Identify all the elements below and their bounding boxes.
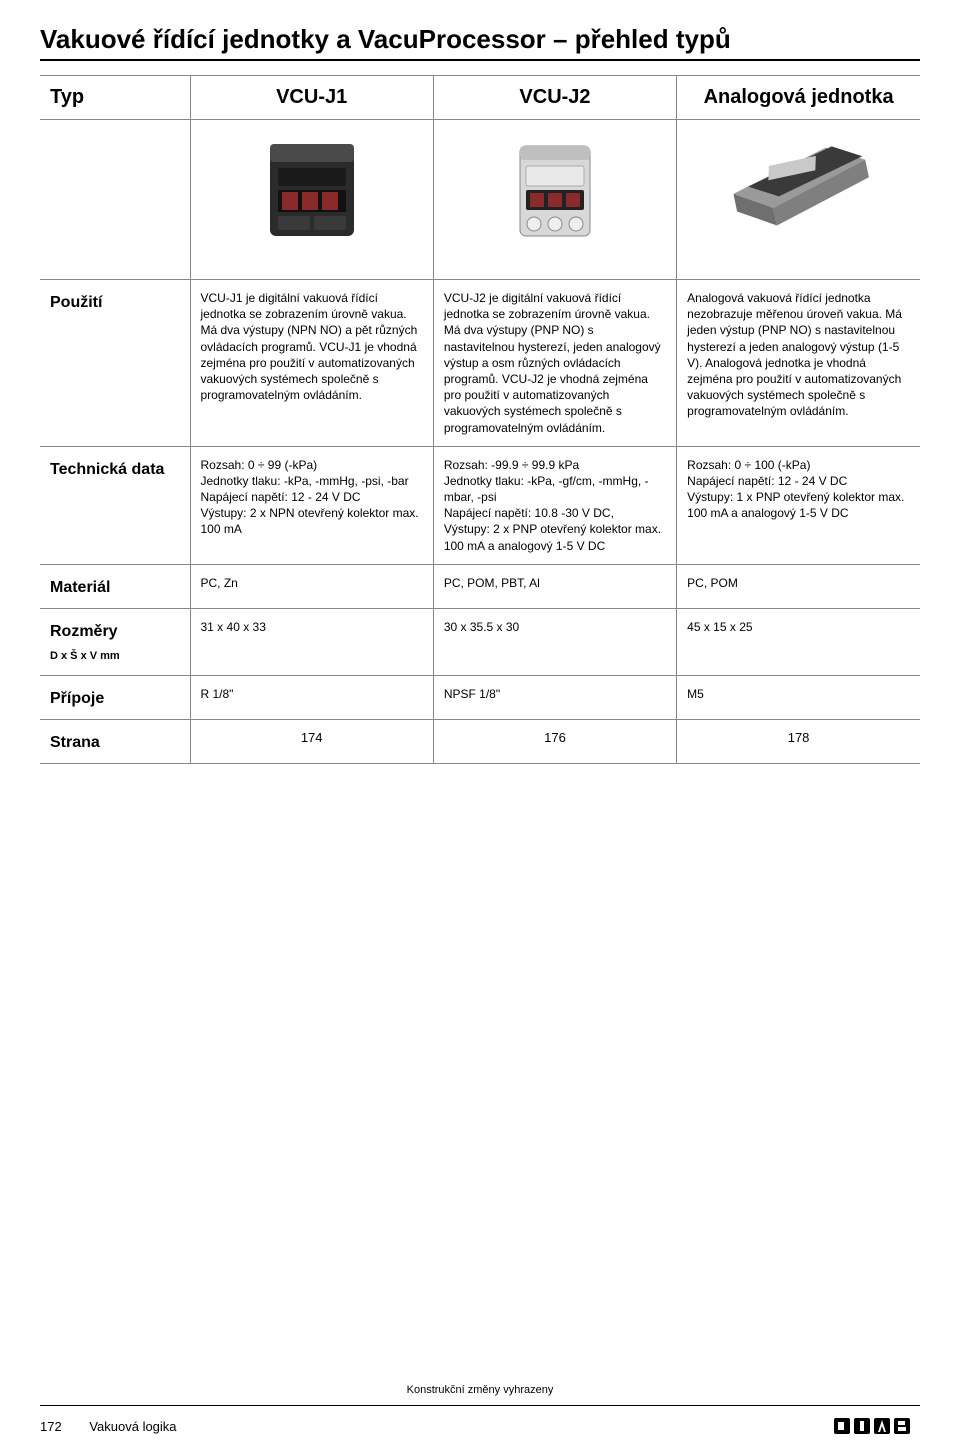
page-c1: 174 (190, 719, 433, 763)
row-page-label: Strana (40, 719, 190, 763)
col-c2: VCU-J2 (433, 76, 676, 120)
col-c3: Analogová jednotka (677, 76, 920, 120)
tech-c3: Rozsah: 0 ÷ 100 (-kPa) Napájecí napětí: … (677, 446, 920, 564)
usage-c2: VCU-J2 je digitální vakuová řídící jedno… (433, 280, 676, 447)
material-label-text: Materiál (50, 579, 110, 596)
tech-c2: Rozsah: -99.9 ÷ 99.9 kPa Jednotky tlaku:… (433, 446, 676, 564)
dims-label-text: Rozměry (50, 623, 118, 640)
row-usage: Použití VCU-J1 je digitální vakuová řídí… (40, 280, 920, 447)
dims-c1: 31 x 40 x 33 (190, 608, 433, 675)
row-material-label: Materiál (40, 564, 190, 608)
image-c1 (190, 120, 433, 280)
material-c2: PC, POM, PBT, Al (433, 564, 676, 608)
footnote: Konstrukční změny vyhrazeny (0, 1384, 960, 1396)
title-rule (40, 59, 920, 61)
footer: 172 Vakuová logika (40, 1416, 920, 1436)
material-c1: PC, Zn (190, 564, 433, 608)
row-material: Materiál PC, Zn PC, POM, PBT, Al PC, POM (40, 564, 920, 608)
row-tech: Technická data Rozsah: 0 ÷ 99 (-kPa) Jed… (40, 446, 920, 564)
product-vcu-j1-icon (252, 130, 372, 250)
usage-c3: Analogová vakuová řídící jednotka nezobr… (677, 280, 920, 447)
conn-label-text: Přípoje (50, 690, 104, 707)
footer-pagenum: 172 (40, 1419, 62, 1434)
row-dims-label: Rozměry D x Š x V mm (40, 608, 190, 675)
row-dims: Rozměry D x Š x V mm 31 x 40 x 33 30 x 3… (40, 608, 920, 675)
conn-c1: R 1/8" (190, 675, 433, 719)
usage-label-text: Použití (50, 294, 102, 311)
spec-table: Typ VCU-J1 VCU-J2 Analogová jednotka (40, 75, 920, 764)
image-row-label (40, 120, 190, 280)
row-conn: Přípoje R 1/8" NPSF 1/8" M5 (40, 675, 920, 719)
image-c2 (433, 120, 676, 280)
page-label-text: Strana (50, 734, 100, 751)
table-header-row: Typ VCU-J1 VCU-J2 Analogová jednotka (40, 76, 920, 120)
product-analog-icon (719, 130, 879, 240)
conn-c3: M5 (677, 675, 920, 719)
footer-left: 172 Vakuová logika (40, 1419, 177, 1434)
row-tech-label: Technická data (40, 446, 190, 564)
image-c3 (677, 120, 920, 280)
image-row (40, 120, 920, 280)
col-type: Typ (40, 76, 190, 120)
tech-c1: Rozsah: 0 ÷ 99 (-kPa) Jednotky tlaku: -k… (190, 446, 433, 564)
brand-logo-icon (834, 1416, 920, 1436)
footer-rule (40, 1405, 920, 1406)
usage-c1: VCU-J1 je digitální vakuová řídící jedno… (190, 280, 433, 447)
footer-section: Vakuová logika (89, 1419, 176, 1434)
dims-c2: 30 x 35.5 x 30 (433, 608, 676, 675)
product-vcu-j2-icon (500, 130, 610, 250)
conn-c2: NPSF 1/8" (433, 675, 676, 719)
tech-label-text: Technická data (50, 461, 164, 478)
material-c3: PC, POM (677, 564, 920, 608)
dims-sublabel-text: D x Š x V mm (50, 650, 120, 662)
page-c3: 178 (677, 719, 920, 763)
page-c2: 176 (433, 719, 676, 763)
col-c1: VCU-J1 (190, 76, 433, 120)
row-usage-label: Použití (40, 280, 190, 447)
page-title: Vakuové řídící jednotky a VacuProcessor … (40, 24, 920, 55)
dims-c3: 45 x 15 x 25 (677, 608, 920, 675)
row-page: Strana 174 176 178 (40, 719, 920, 763)
row-conn-label: Přípoje (40, 675, 190, 719)
